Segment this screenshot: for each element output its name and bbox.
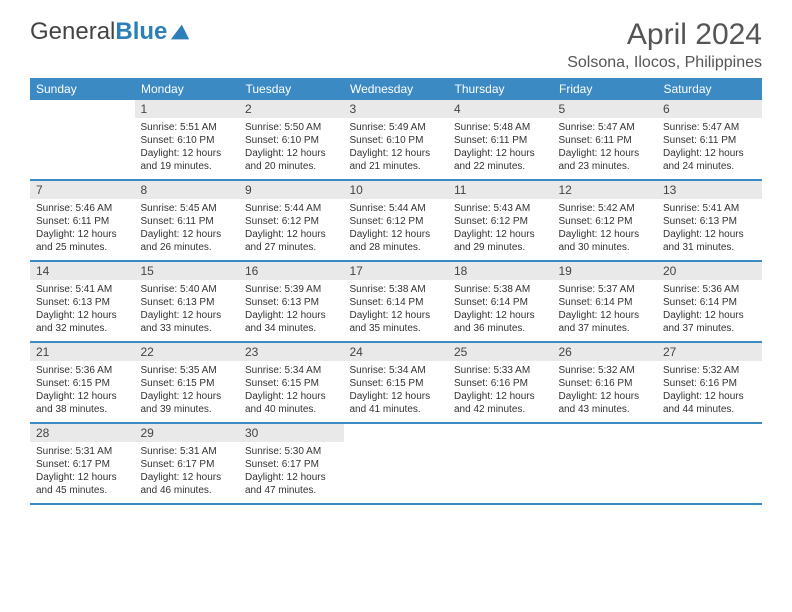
- day-content-cell: Sunrise: 5:43 AMSunset: 6:12 PMDaylight:…: [448, 199, 553, 261]
- day-number-cell: 19: [553, 261, 658, 280]
- logo-triangle-icon: [169, 21, 191, 43]
- day-content-cell: Sunrise: 5:38 AMSunset: 6:14 PMDaylight:…: [344, 280, 449, 342]
- day-number-cell: [344, 423, 449, 442]
- day-number-cell: 21: [30, 342, 135, 361]
- daynum-row: 14151617181920: [30, 261, 762, 280]
- day-content-cell: Sunrise: 5:39 AMSunset: 6:13 PMDaylight:…: [239, 280, 344, 342]
- day-number-cell: 24: [344, 342, 449, 361]
- col-tue: Tuesday: [239, 78, 344, 100]
- day-content-row: Sunrise: 5:36 AMSunset: 6:15 PMDaylight:…: [30, 361, 762, 423]
- col-sat: Saturday: [657, 78, 762, 100]
- day-content-cell: Sunrise: 5:38 AMSunset: 6:14 PMDaylight:…: [448, 280, 553, 342]
- day-number-cell: 2: [239, 100, 344, 118]
- day-number-cell: 30: [239, 423, 344, 442]
- day-number-cell: 13: [657, 180, 762, 199]
- day-number-cell: [448, 423, 553, 442]
- day-number-cell: 20: [657, 261, 762, 280]
- day-number-cell: 18: [448, 261, 553, 280]
- day-number-cell: 12: [553, 180, 658, 199]
- day-content-row: Sunrise: 5:51 AMSunset: 6:10 PMDaylight:…: [30, 118, 762, 180]
- day-content-cell: Sunrise: 5:30 AMSunset: 6:17 PMDaylight:…: [239, 442, 344, 503]
- day-number-cell: 4: [448, 100, 553, 118]
- day-content-cell: Sunrise: 5:51 AMSunset: 6:10 PMDaylight:…: [135, 118, 240, 180]
- day-content-cell: Sunrise: 5:34 AMSunset: 6:15 PMDaylight:…: [344, 361, 449, 423]
- logo: GeneralBlue: [30, 18, 191, 46]
- location-text: Solsona, Ilocos, Philippines: [567, 54, 762, 72]
- day-number-cell: [553, 423, 658, 442]
- logo-text: GeneralBlue: [30, 18, 167, 46]
- day-number-cell: 17: [344, 261, 449, 280]
- day-number-cell: 14: [30, 261, 135, 280]
- page-title: April 2024: [567, 18, 762, 52]
- col-thu: Thursday: [448, 78, 553, 100]
- day-content-row: Sunrise: 5:41 AMSunset: 6:13 PMDaylight:…: [30, 280, 762, 342]
- day-number-cell: 26: [553, 342, 658, 361]
- day-number-cell: 23: [239, 342, 344, 361]
- day-content-cell: Sunrise: 5:48 AMSunset: 6:11 PMDaylight:…: [448, 118, 553, 180]
- day-number-cell: 8: [135, 180, 240, 199]
- daynum-row: 78910111213: [30, 180, 762, 199]
- day-content-cell: [448, 442, 553, 503]
- bottom-rule: [30, 503, 762, 505]
- col-fri: Friday: [553, 78, 658, 100]
- logo-word2: Blue: [115, 18, 167, 45]
- calendar-table: Sunday Monday Tuesday Wednesday Thursday…: [30, 78, 762, 503]
- day-content-cell: Sunrise: 5:33 AMSunset: 6:16 PMDaylight:…: [448, 361, 553, 423]
- day-content-cell: [344, 442, 449, 503]
- day-content-row: Sunrise: 5:46 AMSunset: 6:11 PMDaylight:…: [30, 199, 762, 261]
- day-number-cell: 5: [553, 100, 658, 118]
- day-content-cell: Sunrise: 5:31 AMSunset: 6:17 PMDaylight:…: [30, 442, 135, 503]
- logo-word1: General: [30, 18, 115, 45]
- day-number-cell: 25: [448, 342, 553, 361]
- daynum-row: 21222324252627: [30, 342, 762, 361]
- header: GeneralBlue April 2024 Solsona, Ilocos, …: [30, 18, 762, 72]
- day-content-cell: Sunrise: 5:35 AMSunset: 6:15 PMDaylight:…: [135, 361, 240, 423]
- day-content-cell: Sunrise: 5:45 AMSunset: 6:11 PMDaylight:…: [135, 199, 240, 261]
- daynum-row: 123456: [30, 100, 762, 118]
- day-number-cell: [30, 100, 135, 118]
- day-number-cell: 28: [30, 423, 135, 442]
- day-content-cell: Sunrise: 5:34 AMSunset: 6:15 PMDaylight:…: [239, 361, 344, 423]
- day-number-cell: 6: [657, 100, 762, 118]
- day-number-cell: 16: [239, 261, 344, 280]
- day-content-cell: Sunrise: 5:47 AMSunset: 6:11 PMDaylight:…: [657, 118, 762, 180]
- daynum-row: 282930: [30, 423, 762, 442]
- day-content-row: Sunrise: 5:31 AMSunset: 6:17 PMDaylight:…: [30, 442, 762, 503]
- title-block: April 2024 Solsona, Ilocos, Philippines: [567, 18, 762, 72]
- day-content-cell: Sunrise: 5:36 AMSunset: 6:14 PMDaylight:…: [657, 280, 762, 342]
- day-content-cell: Sunrise: 5:41 AMSunset: 6:13 PMDaylight:…: [30, 280, 135, 342]
- col-sun: Sunday: [30, 78, 135, 100]
- day-content-cell: Sunrise: 5:46 AMSunset: 6:11 PMDaylight:…: [30, 199, 135, 261]
- day-content-cell: [657, 442, 762, 503]
- day-content-cell: [553, 442, 658, 503]
- day-number-cell: 9: [239, 180, 344, 199]
- day-number-cell: 11: [448, 180, 553, 199]
- day-number-cell: 29: [135, 423, 240, 442]
- day-number-cell: 22: [135, 342, 240, 361]
- day-content-cell: Sunrise: 5:42 AMSunset: 6:12 PMDaylight:…: [553, 199, 658, 261]
- day-content-cell: Sunrise: 5:31 AMSunset: 6:17 PMDaylight:…: [135, 442, 240, 503]
- day-content-cell: [30, 118, 135, 180]
- day-number-cell: 10: [344, 180, 449, 199]
- day-number-cell: 3: [344, 100, 449, 118]
- day-content-cell: Sunrise: 5:47 AMSunset: 6:11 PMDaylight:…: [553, 118, 658, 180]
- col-wed: Wednesday: [344, 78, 449, 100]
- day-content-cell: Sunrise: 5:32 AMSunset: 6:16 PMDaylight:…: [553, 361, 658, 423]
- day-number-cell: 27: [657, 342, 762, 361]
- day-content-cell: Sunrise: 5:36 AMSunset: 6:15 PMDaylight:…: [30, 361, 135, 423]
- col-mon: Monday: [135, 78, 240, 100]
- day-number-cell: 15: [135, 261, 240, 280]
- day-content-cell: Sunrise: 5:44 AMSunset: 6:12 PMDaylight:…: [239, 199, 344, 261]
- day-content-cell: Sunrise: 5:40 AMSunset: 6:13 PMDaylight:…: [135, 280, 240, 342]
- day-header-row: Sunday Monday Tuesday Wednesday Thursday…: [30, 78, 762, 100]
- day-content-cell: Sunrise: 5:37 AMSunset: 6:14 PMDaylight:…: [553, 280, 658, 342]
- day-content-cell: Sunrise: 5:50 AMSunset: 6:10 PMDaylight:…: [239, 118, 344, 180]
- day-content-cell: Sunrise: 5:44 AMSunset: 6:12 PMDaylight:…: [344, 199, 449, 261]
- day-number-cell: [657, 423, 762, 442]
- day-number-cell: 1: [135, 100, 240, 118]
- day-content-cell: Sunrise: 5:49 AMSunset: 6:10 PMDaylight:…: [344, 118, 449, 180]
- day-number-cell: 7: [30, 180, 135, 199]
- day-content-cell: Sunrise: 5:41 AMSunset: 6:13 PMDaylight:…: [657, 199, 762, 261]
- day-content-cell: Sunrise: 5:32 AMSunset: 6:16 PMDaylight:…: [657, 361, 762, 423]
